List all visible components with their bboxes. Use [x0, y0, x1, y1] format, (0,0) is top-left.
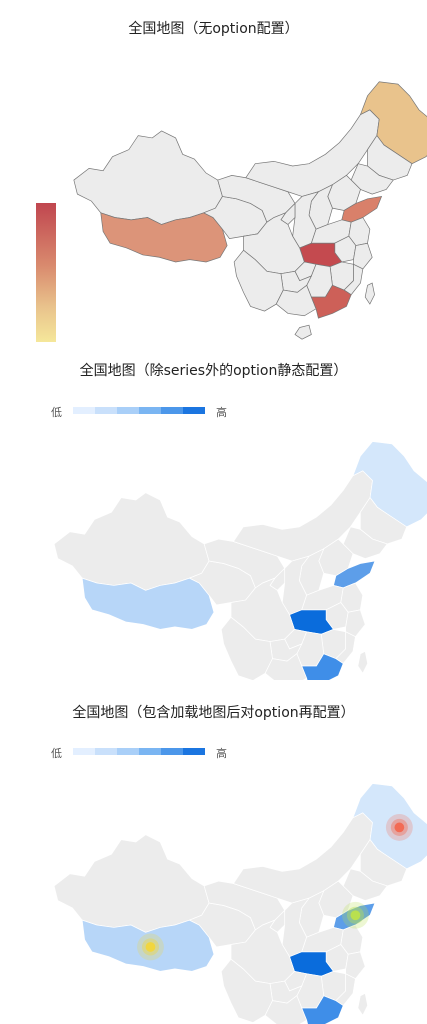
- china-map[interactable]: [0, 680, 427, 1024]
- province-gd[interactable]: [301, 653, 344, 680]
- province-zj[interactable]: [345, 609, 366, 638]
- map-panel-1: 全国地图（无option配置）: [0, 0, 427, 342]
- map-panel-2: 全国地图（除series外的option静态配置） 低 高: [0, 340, 427, 680]
- province-xj[interactable]: [73, 130, 223, 225]
- province-tw[interactable]: [357, 650, 369, 675]
- visualmap-piece[interactable]: [139, 748, 161, 755]
- province-jl[interactable]: [359, 496, 408, 545]
- continuous-visualmap[interactable]: [36, 203, 56, 342]
- map-panel-3: 全国地图（包含加载地图后对option再配置） 低 高: [0, 680, 427, 1024]
- effect-scatter-point[interactable]: [350, 910, 361, 921]
- visualmap-piece[interactable]: [117, 407, 139, 414]
- china-map[interactable]: [0, 0, 427, 340]
- visualmap-piece[interactable]: [117, 748, 139, 755]
- province-zj[interactable]: [353, 242, 373, 270]
- effect-scatter-point[interactable]: [145, 942, 156, 952]
- province-hlj[interactable]: [352, 441, 427, 528]
- province-gd[interactable]: [301, 995, 344, 1024]
- piecewise-visualmap[interactable]: [73, 407, 205, 414]
- province-hn[interactable]: [294, 324, 312, 340]
- province-xj[interactable]: [53, 492, 210, 591]
- visualmap-piece[interactable]: [161, 407, 183, 414]
- province-yn[interactable]: [220, 616, 273, 680]
- visualmap-piece[interactable]: [161, 748, 183, 755]
- province-zj[interactable]: [345, 951, 366, 980]
- visualmap-piece[interactable]: [95, 748, 117, 755]
- province-xz[interactable]: [81, 577, 215, 630]
- china-map[interactable]: [0, 340, 427, 680]
- visualmap-low-label: 低: [51, 406, 62, 419]
- province-yn[interactable]: [233, 249, 284, 312]
- panel-title: 全国地图（无option配置）: [128, 21, 299, 37]
- province-xj[interactable]: [53, 834, 210, 933]
- province-xz[interactable]: [100, 212, 228, 263]
- province-jl[interactable]: [367, 134, 413, 181]
- visualmap-piece[interactable]: [183, 748, 205, 755]
- visualmap-low-label: 低: [51, 747, 62, 760]
- province-hlj[interactable]: [352, 783, 427, 870]
- province-gd[interactable]: [310, 284, 352, 319]
- visualmap-piece[interactable]: [73, 748, 95, 755]
- visualmap-piece[interactable]: [73, 407, 95, 414]
- visualmap-piece[interactable]: [95, 407, 117, 414]
- visualmap-high-label: 高: [216, 406, 227, 419]
- visualmap-high-label: 高: [216, 747, 227, 760]
- panel-title: 全国地图（除series外的option静态配置）: [79, 363, 348, 379]
- province-tw[interactable]: [357, 992, 369, 1017]
- visualmap-piece[interactable]: [183, 407, 205, 414]
- province-hlj[interactable]: [359, 81, 427, 165]
- province-yn[interactable]: [220, 958, 273, 1024]
- visualmap-piece[interactable]: [139, 407, 161, 414]
- effect-scatter-point[interactable]: [394, 822, 405, 833]
- piecewise-visualmap[interactable]: [73, 748, 205, 755]
- province-tw[interactable]: [364, 282, 375, 305]
- province-jl[interactable]: [359, 838, 408, 887]
- panel-title: 全国地图（包含加载地图后对option再配置）: [72, 705, 355, 721]
